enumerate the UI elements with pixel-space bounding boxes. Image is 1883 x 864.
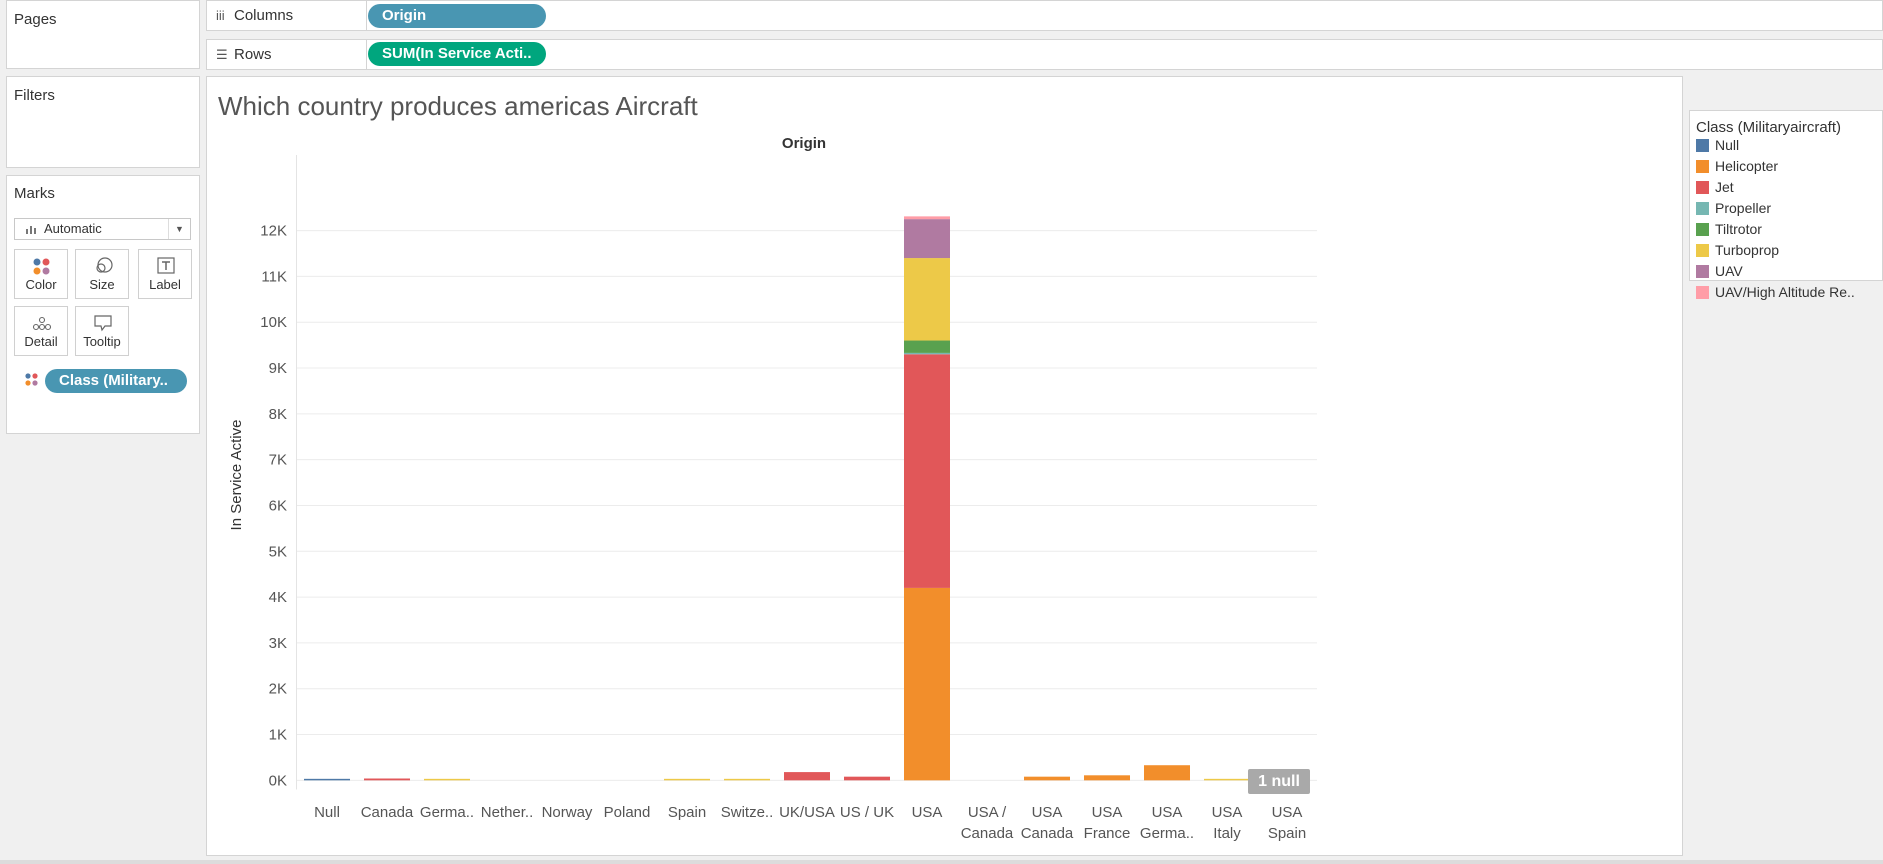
- legend-item[interactable]: Jet: [1696, 177, 1734, 197]
- filters-title: Filters: [14, 87, 55, 104]
- legend-title: Class (Militaryaircraft): [1696, 119, 1842, 136]
- bar-chart-icon: [26, 226, 36, 234]
- legend-panel: Class (Militaryaircraft) Null Helicopter J…: [1689, 110, 1883, 300]
- rows-measure-pill[interactable]: SUM(In Service Acti..: [368, 42, 546, 66]
- text-label-icon: [157, 257, 175, 274]
- marks-class-pill[interactable]: Class (Military..: [45, 369, 187, 393]
- chart-title: Which country produces americas Aircraft: [218, 91, 698, 121]
- columns-shelf-label: iii Columns: [207, 1, 367, 30]
- legend-label: Jet: [1715, 179, 1734, 195]
- legend-swatch: [1696, 160, 1709, 173]
- detail-button[interactable]: Detail: [14, 306, 68, 356]
- legend-label: Tiltrotor: [1715, 221, 1762, 237]
- legend-swatch: [1696, 139, 1709, 152]
- tooltip-label: Tooltip: [83, 334, 121, 349]
- legend-label: Turboprop: [1715, 242, 1780, 258]
- legend-label: UAV/High Altitude Re..: [1715, 284, 1855, 300]
- marks-title: Marks: [14, 185, 55, 202]
- legend-item[interactable]: Turboprop: [1696, 240, 1779, 260]
- color-label: Color: [25, 277, 57, 292]
- color-icon: [33, 258, 50, 275]
- legend-item[interactable]: Propeller: [1696, 198, 1771, 218]
- mark-type-value: Automatic: [44, 221, 102, 236]
- legend-item[interactable]: Null: [1696, 135, 1739, 155]
- null-indicator[interactable]: 1 null: [1248, 769, 1310, 794]
- color-mark-icon: [25, 373, 38, 386]
- mark-type-dropdown[interactable]: Automatic ▼: [14, 218, 191, 240]
- legend-swatch: [1696, 181, 1709, 194]
- legend-label: Null: [1715, 137, 1740, 153]
- legend-label: Helicopter: [1715, 158, 1779, 174]
- legend-label: UAV: [1715, 263, 1743, 279]
- rows-label-text: Rows: [234, 46, 272, 63]
- tooltip-icon: [94, 315, 112, 332]
- size-button[interactable]: Size: [75, 249, 129, 299]
- columns-label-text: Columns: [234, 7, 294, 24]
- rows-icon: ☰: [216, 47, 228, 62]
- columns-origin-pill[interactable]: Origin: [368, 4, 546, 28]
- detail-label: Detail: [24, 334, 58, 349]
- legend-swatch: [1696, 202, 1709, 215]
- label-button[interactable]: Label: [138, 249, 192, 299]
- legend-label: Propeller: [1715, 200, 1772, 216]
- legend-swatch: [1696, 286, 1709, 299]
- label-label: Label: [149, 277, 181, 292]
- legend-swatch: [1696, 265, 1709, 278]
- pages-title: Pages: [14, 11, 57, 28]
- legend-swatch: [1696, 223, 1709, 236]
- legend-item[interactable]: UAV: [1696, 261, 1743, 281]
- size-label: Size: [89, 277, 115, 292]
- legend-swatch: [1696, 244, 1709, 257]
- detail-icon: [32, 316, 52, 331]
- legend-item[interactable]: UAV/High Altitude Re..: [1696, 282, 1855, 302]
- marks-panel: Marks: [6, 175, 200, 434]
- tooltip-button[interactable]: Tooltip: [75, 306, 129, 356]
- rows-shelf-label: ☰ Rows: [207, 40, 367, 69]
- legend-item[interactable]: Helicopter: [1696, 156, 1778, 176]
- size-icon: [96, 257, 113, 273]
- pages-panel[interactable]: Pages: [6, 0, 200, 69]
- filters-panel[interactable]: Filters: [6, 76, 200, 168]
- legend-item[interactable]: Tiltrotor: [1696, 219, 1762, 239]
- chart-view: Which country produces americas Aircraft: [206, 76, 1683, 856]
- chevron-down-icon: ▼: [168, 219, 190, 239]
- status-bar: [0, 860, 1883, 864]
- color-button[interactable]: Color: [14, 249, 68, 299]
- columns-icon: iii: [216, 8, 225, 23]
